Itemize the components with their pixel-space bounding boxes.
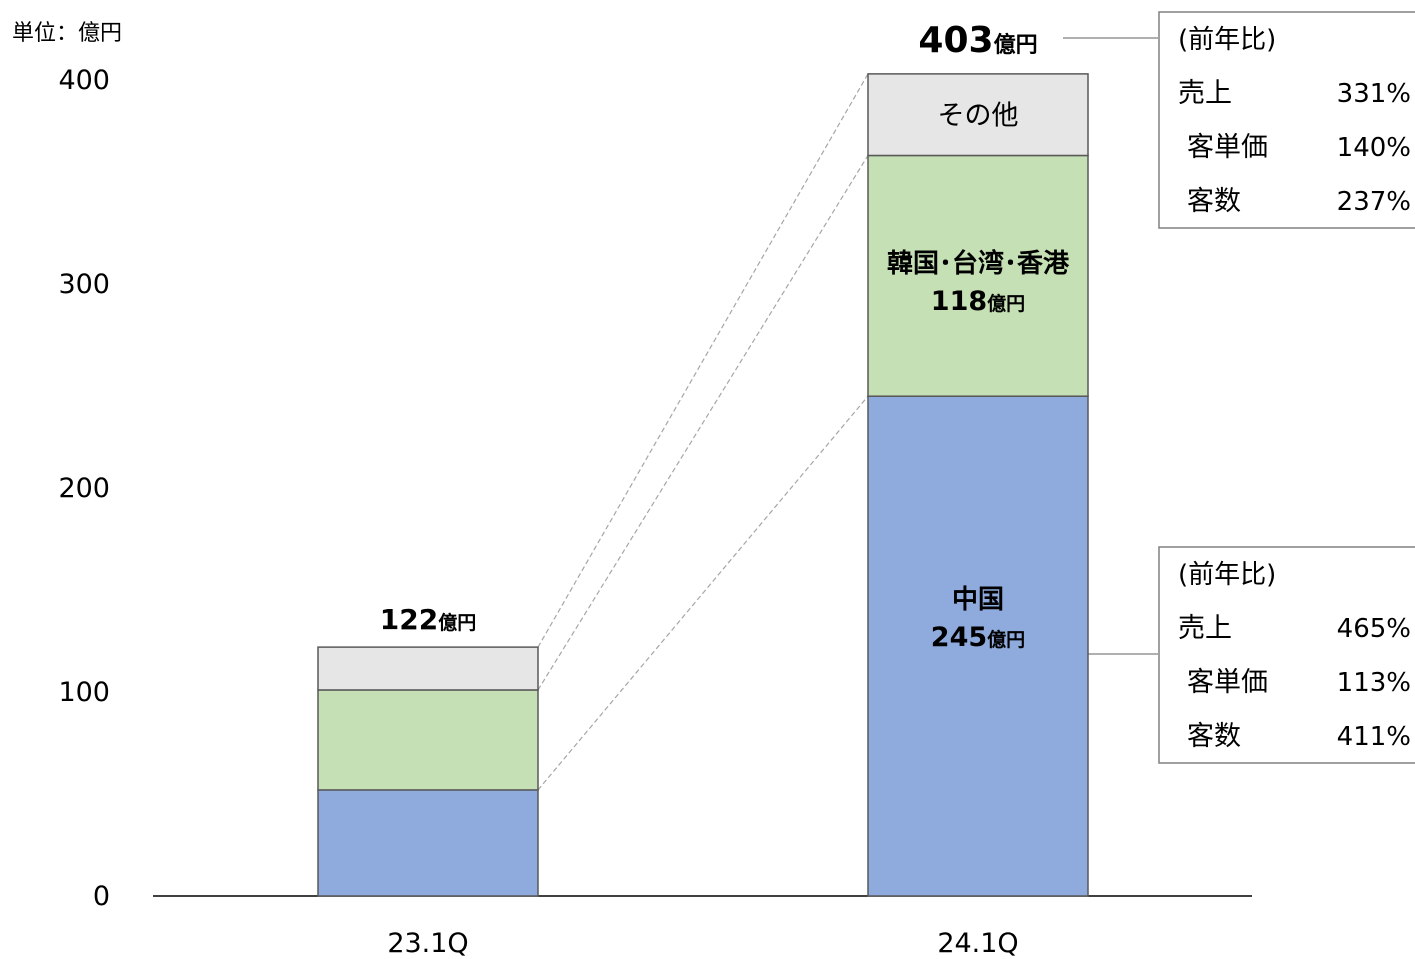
total-unit: 億円 [994,32,1038,58]
segment-label-value: 118億円 [931,286,1025,317]
segment-unit: 億円 [987,628,1025,651]
y-tick-label: 100 [58,677,110,708]
unit-label: 単位：億円 [12,21,122,46]
callout-title: (前年比) [1178,560,1276,590]
callout-row-label: 売上 [1178,78,1232,109]
callout-row-label: 売上 [1178,613,1232,644]
callout-row-value: 140% [1337,133,1411,163]
y-tick-label: 200 [58,473,110,504]
connector-lines [537,37,1158,791]
callout-box: (前年比) 売上 465% 客単価 113% 客数 411% [1158,546,1415,764]
segment-unit: 億円 [987,292,1025,315]
bars [317,73,1089,897]
x-tick-label: 24.1Q [937,928,1018,959]
segment-label-value: 245億円 [931,622,1025,653]
callout-row-label: 客数 [1187,186,1241,217]
callout-row-label: 客単価 [1187,132,1268,163]
segment-label-name: その他 [938,101,1019,132]
bar-segment-kth-23.1Q [317,689,539,791]
y-tick-label: 400 [58,65,110,96]
callouts: (前年比) 売上 331% 客単価 140% 客数 237% (前年比) 売上 465% 客単価 11… [1158,11,1415,764]
segment-value: 245 [931,622,987,653]
segment-value: 118 [931,286,987,317]
total-value: 122 [380,603,438,636]
segment-label-name: 韓国･台湾･香港 [887,248,1070,279]
callout-box: (前年比) 売上 331% 客単価 140% 客数 237% [1158,11,1415,229]
total-value: 403 [918,20,993,61]
callout-row-value: 237% [1337,187,1411,217]
bar-segment-kth-24.1Q [867,154,1089,397]
callout-row-value: 113% [1337,668,1411,698]
x-tick-label: 23.1Q [387,928,468,959]
callout-frame [1158,546,1415,764]
y-tick-label: 300 [58,269,110,300]
y-tick-label: 0 [93,881,110,912]
callout-row-label: 客数 [1187,721,1241,752]
callout-row-label: 客単価 [1187,667,1268,698]
callout-title: (前年比) [1178,25,1276,55]
bar-segment-other-24.1Q [867,73,1089,157]
total-label-24.1Q: 403億円 [918,20,1037,61]
bar-segment-china-23.1Q [317,789,539,897]
connector-line [537,395,869,791]
bar-segment-other-23.1Q [317,646,539,691]
callout-row-value: 411% [1337,722,1411,752]
connector-line [537,155,869,691]
callout-row-value: 331% [1337,79,1411,109]
total-unit: 億円 [438,611,476,634]
callout-row-value: 465% [1337,614,1411,644]
callout-frame [1158,11,1415,229]
connector-line [537,73,869,648]
x-axis-labels: 23.1Q 24.1Q [387,928,1018,959]
y-axis: 0 100 200 300 400 [58,65,1252,912]
bar-segment-china-24.1Q [867,395,1089,897]
total-label-23.1Q: 122億円 [380,603,476,636]
segment-label-name: 中国 [952,585,1004,615]
